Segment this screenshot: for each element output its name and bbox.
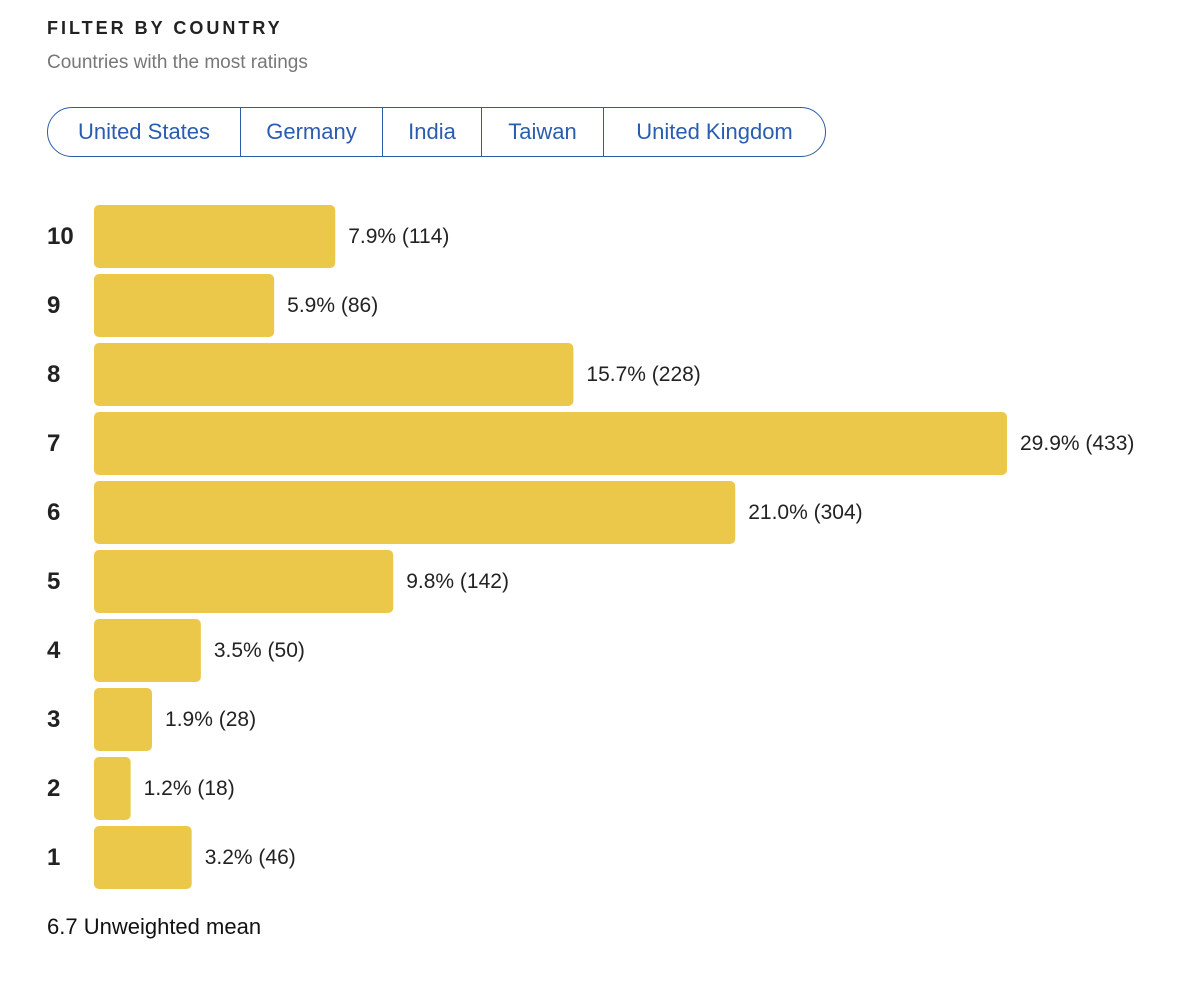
bar — [94, 205, 336, 268]
value-label: 21.0% (304) — [748, 501, 862, 524]
value-label: 29.9% (433) — [1020, 432, 1134, 455]
bar — [94, 274, 275, 337]
bar — [94, 688, 153, 751]
title: FILTER BY COUNTRY — [47, 18, 283, 38]
filter-button[interactable]: Taiwan — [482, 108, 604, 156]
category-label: 8 — [47, 361, 60, 388]
value-label: 3.5% (50) — [214, 639, 305, 662]
value-label: 1.9% (28) — [165, 708, 256, 731]
bar — [94, 757, 131, 820]
value-label: 7.9% (114) — [348, 225, 449, 248]
value-label: 15.7% (228) — [586, 363, 700, 386]
category-label: 3 — [47, 706, 60, 733]
bar — [94, 550, 394, 613]
category-label: 2 — [47, 775, 60, 802]
filter-group: United States Germany India Taiwan Unite… — [47, 107, 826, 157]
value-label: 3.2% (46) — [205, 846, 296, 869]
value-label: 9.8% (142) — [406, 570, 509, 593]
value-label: 1.2% (18) — [144, 777, 235, 800]
filter-button[interactable]: United States — [48, 108, 241, 156]
subtitle: Countries with the most ratings — [47, 52, 308, 73]
mean-value: 6.7 — [47, 914, 78, 939]
bar — [94, 412, 1007, 475]
value-label: 5.9% (86) — [287, 294, 378, 317]
bar — [94, 343, 574, 406]
category-label: 10 — [47, 223, 74, 250]
chart: 10 7.9% (114) 9 5.9% (86) 8 15.7% (228) 7 29.9%… — [47, 205, 1134, 889]
category-label: 6 — [47, 499, 60, 526]
bar — [94, 481, 736, 544]
category-label: 1 — [47, 844, 60, 871]
bar — [94, 826, 192, 889]
category-label: 7 — [47, 430, 60, 457]
filter-button[interactable]: Germany — [241, 108, 383, 156]
bar — [94, 619, 201, 682]
category-label: 9 — [47, 292, 60, 319]
filter-button[interactable]: India — [383, 108, 482, 156]
category-label: 4 — [47, 637, 61, 664]
category-label: 5 — [47, 568, 60, 595]
footer: 6.7 Unweighted mean — [47, 914, 261, 940]
filter-button[interactable]: United Kingdom — [636, 119, 793, 144]
mean-label: Unweighted mean — [83, 914, 262, 939]
